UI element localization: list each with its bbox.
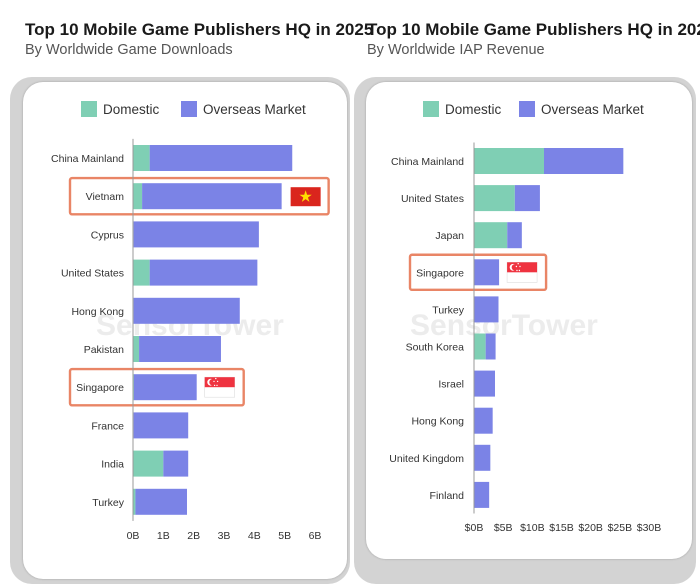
left-category-label-india: India bbox=[101, 459, 124, 471]
singapore-flag-star bbox=[517, 263, 519, 265]
left-x-tick-1: 1B bbox=[157, 530, 170, 542]
right-legend-swatch-overseas-market bbox=[519, 101, 535, 117]
left-bar-overseas-hong-kong bbox=[133, 297, 240, 324]
left-bar-domestic-vietnam bbox=[133, 183, 143, 210]
right-category-label-israel: Israel bbox=[438, 379, 464, 391]
left-category-label-cyprus: Cyprus bbox=[91, 229, 124, 241]
left-chart-title: Top 10 Mobile Game Publishers HQ in 2025 bbox=[25, 20, 374, 39]
singapore-flag-star bbox=[216, 380, 219, 383]
right-legend-label-overseas-market: Overseas Market bbox=[541, 102, 644, 117]
left-bar-overseas-vietnam bbox=[142, 183, 282, 210]
right-legend-label-domestic: Domestic bbox=[445, 102, 502, 117]
singapore-flag-star bbox=[213, 384, 216, 387]
left-highlight-singapore bbox=[68, 367, 245, 407]
left-legend-label-overseas-market: Overseas Market bbox=[203, 102, 306, 117]
left-category-label-united-states: United States bbox=[61, 268, 124, 280]
right-chart-title: Top 10 Mobile Game Publishers HQ in 2025 bbox=[367, 20, 700, 39]
left-bar-overseas-turkey bbox=[135, 488, 187, 515]
singapore-flag bbox=[506, 261, 538, 283]
left-legend-label-domestic: Domestic bbox=[103, 102, 160, 117]
left-category-label-hong-kong: Hong Kong bbox=[71, 306, 124, 318]
right-x-tick-2: $10B bbox=[520, 522, 545, 534]
vietnam-flag bbox=[290, 187, 321, 207]
left-chart-subtitle: By Worldwide Game Downloads bbox=[25, 42, 233, 58]
left-x-tick-3: 3B bbox=[218, 530, 231, 542]
right-category-label-finland: Finland bbox=[430, 490, 465, 502]
left-category-label-france: France bbox=[91, 420, 124, 432]
left-x-tick-5: 5B bbox=[278, 530, 291, 542]
right-category-label-japan: Japan bbox=[435, 230, 464, 242]
left-legend-swatch-overseas-market bbox=[181, 101, 197, 117]
left-x-tick-4: 4B bbox=[248, 530, 261, 542]
left-bar-domestic-pakistan bbox=[133, 336, 140, 362]
right-x-tick-1: $5B bbox=[494, 522, 513, 534]
left-bar-overseas-india bbox=[163, 450, 189, 477]
left-category-label-singapore: Singapore bbox=[76, 382, 124, 394]
left-bar-overseas-pakistan bbox=[139, 336, 221, 362]
singapore-flag-star bbox=[516, 269, 518, 272]
left-bar-overseas-cyprus bbox=[133, 221, 259, 248]
right-bar-overseas-south-korea bbox=[485, 333, 496, 360]
singapore-flag-star bbox=[213, 380, 215, 383]
left-legend-swatch-domestic bbox=[81, 101, 97, 117]
left-category-label-vietnam: Vietnam bbox=[86, 191, 125, 203]
singapore-flag-red-band bbox=[507, 262, 538, 273]
singapore-flag-star bbox=[519, 265, 521, 268]
singapore-flag-red-band bbox=[204, 377, 235, 388]
right-bar-overseas-united-states bbox=[514, 185, 540, 212]
right-x-tick-6: $30B bbox=[637, 522, 662, 534]
singapore-flag-star bbox=[518, 269, 521, 272]
right-category-label-singapore: Singapore bbox=[416, 267, 464, 279]
right-bar-overseas-united-kingdom bbox=[474, 444, 491, 471]
right-bar-overseas-finland bbox=[474, 481, 490, 508]
right-category-label-south-korea: South Korea bbox=[406, 342, 465, 354]
singapore-flag-star bbox=[215, 377, 217, 380]
right-bar-domestic-china-mainland bbox=[474, 148, 544, 174]
left-bar-overseas-singapore bbox=[133, 374, 197, 401]
left-bar-domestic-china-mainland bbox=[133, 145, 150, 171]
right-category-label-hong-kong: Hong Kong bbox=[411, 416, 464, 428]
right-category-label-united-kingdom: United Kingdom bbox=[389, 453, 464, 465]
right-x-tick-3: $15B bbox=[549, 522, 574, 534]
left-x-tick-2: 2B bbox=[187, 530, 200, 542]
right-bar-domestic-japan bbox=[474, 222, 508, 249]
singapore-flag-crescent-cut bbox=[511, 264, 519, 271]
right-category-label-china-mainland: China Mainland bbox=[391, 156, 464, 168]
singapore-flag-star bbox=[515, 265, 518, 268]
right-x-tick-0: $0B bbox=[465, 522, 484, 534]
right-bar-overseas-turkey bbox=[474, 296, 499, 323]
right-x-tick-4: $20B bbox=[578, 522, 603, 534]
left-category-label-turkey: Turkey bbox=[92, 497, 124, 509]
left-bar-overseas-united-states bbox=[149, 259, 258, 286]
right-bar-overseas-israel bbox=[474, 370, 495, 397]
left-category-label-pakistan: Pakistan bbox=[84, 344, 124, 356]
right-x-tick-5: $25B bbox=[608, 522, 633, 534]
left-bar-overseas-france bbox=[133, 412, 189, 439]
right-bar-overseas-singapore bbox=[474, 259, 500, 286]
right-bar-domestic-united-states bbox=[474, 185, 515, 212]
right-chart-subtitle: By Worldwide IAP Revenue bbox=[367, 42, 545, 58]
singapore-flag-star bbox=[216, 384, 218, 387]
left-x-tick-6: 6B bbox=[309, 530, 322, 542]
left-x-tick-0: 0B bbox=[127, 530, 140, 542]
left-bar-domestic-turkey bbox=[133, 488, 136, 515]
right-bar-overseas-japan bbox=[507, 222, 522, 249]
vietnam-flag-star bbox=[299, 190, 312, 202]
left-bar-domestic-india bbox=[133, 450, 164, 477]
right-legend-swatch-domestic bbox=[423, 101, 439, 117]
right-category-label-united-states: United States bbox=[401, 193, 464, 205]
right-category-label-turkey: Turkey bbox=[432, 304, 464, 316]
singapore-flag-crescent-cut bbox=[209, 379, 216, 386]
right-highlight-singapore bbox=[408, 253, 548, 292]
left-bar-domestic-united-states bbox=[133, 259, 150, 286]
left-bar-overseas-china-mainland bbox=[149, 145, 293, 171]
right-bar-overseas-china-mainland bbox=[544, 148, 624, 174]
right-bar-overseas-hong-kong bbox=[474, 407, 493, 434]
singapore-flag bbox=[204, 376, 235, 398]
right-bar-domestic-south-korea bbox=[474, 333, 486, 360]
left-category-label-china-mainland: China Mainland bbox=[51, 153, 124, 165]
right-watermark: SensorTower bbox=[410, 309, 598, 342]
left-highlight-vietnam bbox=[68, 176, 330, 216]
